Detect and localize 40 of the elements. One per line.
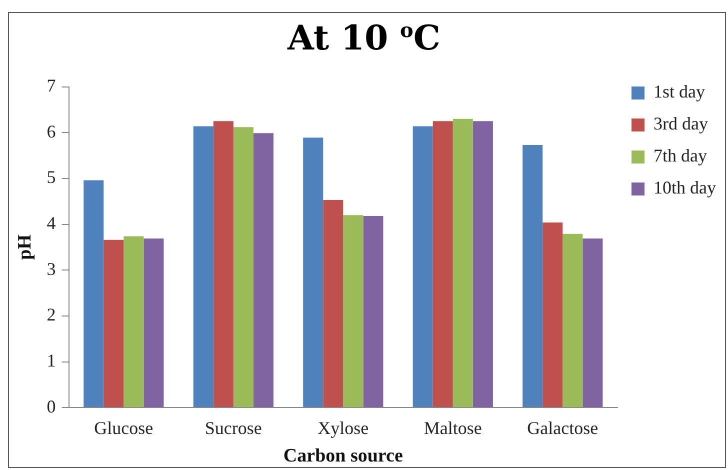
- legend-label: 3rd day: [654, 114, 708, 134]
- x-tick-label: Glucose: [94, 418, 154, 438]
- bar: [233, 127, 254, 408]
- bar: [522, 145, 543, 408]
- y-tick-label: 0: [46, 396, 56, 416]
- x-tick-label: Galactose: [527, 418, 598, 438]
- y-tick-label: 7: [46, 76, 56, 96]
- x-tick-label: Xylose: [318, 418, 369, 438]
- legend-label: 10th day: [654, 178, 716, 198]
- bar: [363, 216, 384, 408]
- x-tick-label: Sucrose: [204, 418, 262, 438]
- bar: [542, 222, 563, 408]
- x-tick-label: Maltose: [424, 418, 482, 438]
- bar: [213, 121, 234, 408]
- legend-label: 7th day: [654, 146, 708, 166]
- x-axis-title: Carbon source: [283, 446, 403, 467]
- bar: [104, 240, 124, 408]
- legend-label: 1st day: [654, 82, 706, 102]
- bar: [562, 234, 583, 408]
- y-axis-title: pH: [14, 234, 36, 260]
- bar: [323, 200, 344, 408]
- bar: [472, 121, 493, 408]
- y-tick-label: 1: [46, 350, 56, 371]
- bar: [144, 238, 164, 408]
- bar: [193, 126, 214, 408]
- y-tick-label: 2: [46, 304, 56, 325]
- y-tick-label: 5: [46, 167, 56, 188]
- y-tick-label: 3: [46, 258, 56, 279]
- bar: [582, 238, 603, 408]
- chart-title: At 10 $^{o}$C: [286, 18, 442, 58]
- bar: [412, 126, 433, 408]
- y-tick-label: 6: [46, 121, 56, 142]
- bar: [124, 236, 144, 408]
- y-tick-label: 4: [46, 213, 56, 234]
- bar: [84, 180, 104, 408]
- bar: [303, 138, 324, 408]
- bar: [432, 121, 453, 408]
- bar: [253, 133, 274, 408]
- bar: [343, 215, 364, 408]
- bar: [452, 118, 473, 408]
